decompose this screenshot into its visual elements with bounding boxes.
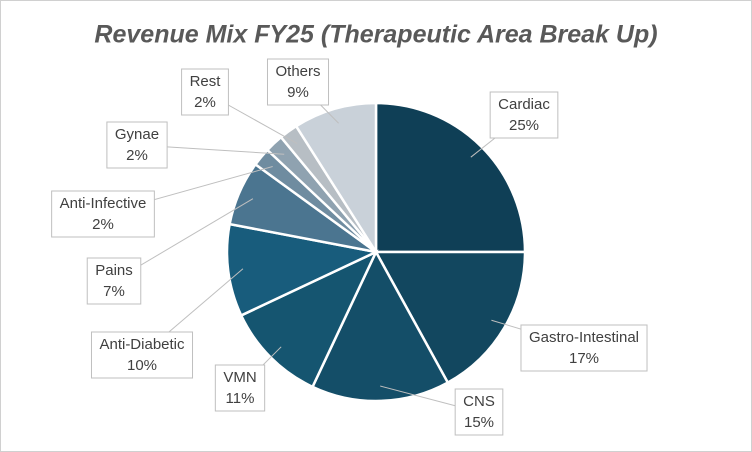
data-label: Anti-Infective 2%: [51, 190, 155, 238]
data-label: Gastro-Intestinal 17%: [520, 324, 648, 372]
label-box: [489, 91, 559, 139]
label-name: CNS: [463, 393, 495, 410]
label-name: VMN: [223, 369, 256, 386]
data-label: Anti-Diabetic 10%: [90, 331, 194, 379]
pie-slice: [225, 222, 381, 318]
pie-slice: [310, 249, 450, 403]
label-box: [90, 331, 194, 379]
label-name: Cardiac: [498, 96, 550, 113]
label-value: 10%: [127, 357, 157, 374]
label-box: [86, 257, 142, 305]
chart-title: Revenue Mix FY25 (Therapeutic Area Break…: [94, 21, 657, 49]
label-box: [106, 121, 168, 169]
label-value: 25%: [509, 117, 539, 134]
label-value: 17%: [569, 350, 599, 367]
label-name: Pains: [95, 262, 133, 279]
label-box: [51, 190, 155, 238]
data-label: Others 9%: [266, 58, 330, 106]
data-label: VMN 11%: [214, 364, 266, 412]
label-name: Others: [275, 63, 320, 80]
label-box: [520, 324, 648, 372]
pie-slice: [373, 250, 527, 385]
label-value: 2%: [92, 216, 114, 233]
data-label: Pains 7%: [86, 257, 142, 305]
label-value: 9%: [287, 84, 309, 101]
pie-slice: [374, 101, 527, 254]
label-name: Gastro-Intestinal: [529, 329, 639, 346]
label-name: Gynae: [115, 126, 159, 143]
label-box: [266, 58, 330, 106]
label-box: [454, 388, 504, 436]
label-box: [214, 364, 266, 412]
label-value: 15%: [464, 414, 494, 431]
label-name: Anti-Diabetic: [99, 336, 185, 353]
label-value: 7%: [103, 283, 125, 300]
label-value: 2%: [126, 147, 148, 164]
label-value: 2%: [194, 94, 216, 111]
label-name: Rest: [190, 73, 222, 90]
labels: Cardiac 25% Gastro-Intestinal 17% CNS 15% VMN 1…: [51, 58, 648, 436]
label-value: 11%: [226, 390, 255, 407]
label-name: Anti-Infective: [60, 195, 147, 212]
data-label: CNS 15%: [454, 388, 504, 436]
label-box: [181, 68, 229, 116]
data-label: Rest 2%: [181, 68, 229, 116]
data-label: Cardiac 25%: [489, 91, 559, 139]
pie-slice: [294, 101, 378, 257]
data-label: Gynae 2%: [106, 121, 168, 169]
